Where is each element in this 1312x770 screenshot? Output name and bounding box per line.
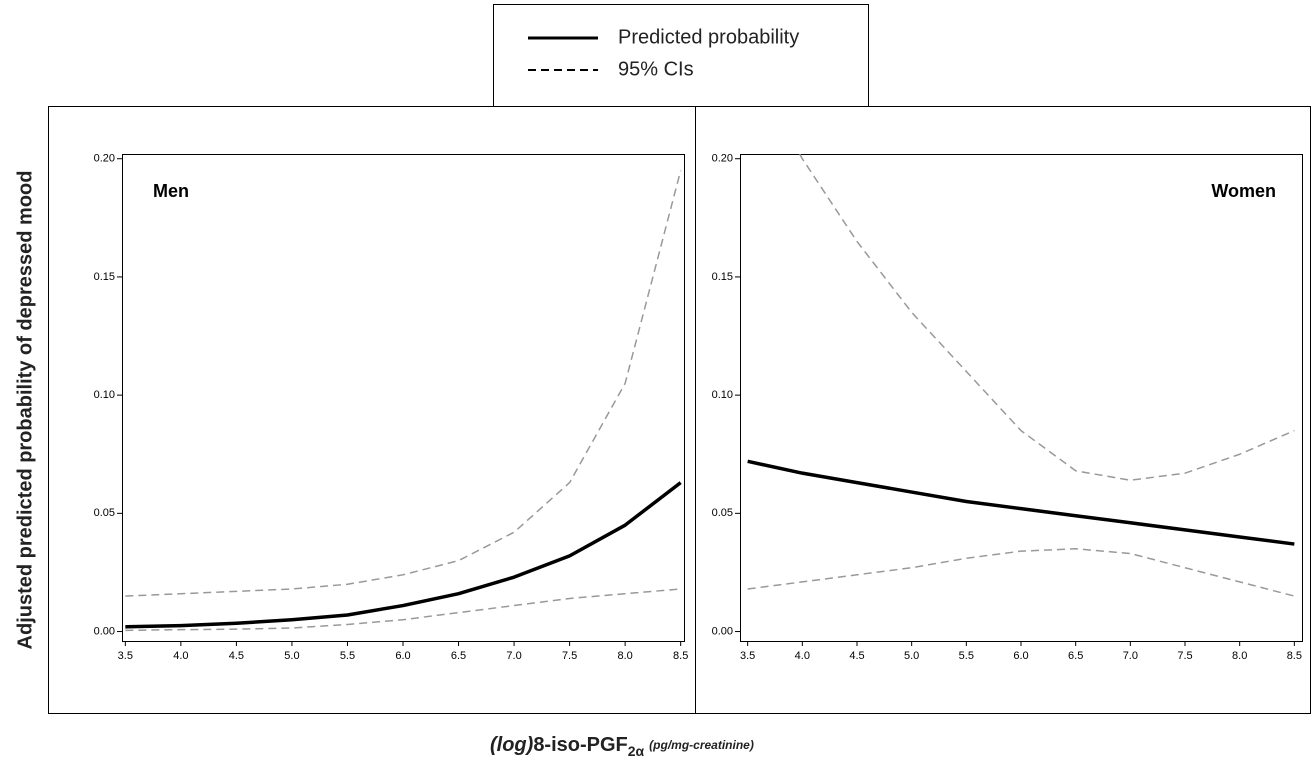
series-line	[798, 154, 1295, 481]
series-line	[747, 548, 1295, 597]
legend-label: Predicted probability	[618, 26, 799, 48]
x-tick-label: 7.5	[1177, 650, 1192, 662]
x-tick-label: 5.5	[959, 650, 974, 662]
x-tick-label: 3.5	[740, 650, 755, 662]
x-tick-label: 3.5	[118, 650, 133, 662]
legend-label: 95% CIs	[618, 58, 694, 80]
x-tick-label: 4.5	[849, 650, 864, 662]
x-tick-label: 5.5	[340, 650, 355, 662]
x-axis-label: (log)8-iso-PGF2α (pg/mg-creatinine)	[490, 734, 754, 758]
x-label-main: 8-iso-PGF	[533, 734, 627, 756]
x-tick-label: 4.0	[173, 650, 188, 662]
y-tick-label: 0.20	[712, 153, 733, 165]
x-tick-label: 6.5	[451, 650, 466, 662]
y-axis-label: Adjusted predicted probability of depres…	[14, 171, 36, 650]
y-tick-label: 0.00	[712, 625, 733, 637]
outer-frame	[48, 106, 1311, 714]
panel-label: Women	[1211, 181, 1276, 201]
y-tick-label: 0.05	[712, 507, 733, 519]
x-tick-label: 8.5	[673, 650, 688, 662]
y-tick-label: 0.05	[94, 507, 115, 519]
x-label-unit: (pg/mg-creatinine)	[649, 738, 754, 752]
x-tick-label: 7.0	[506, 650, 521, 662]
x-tick-label: 4.5	[229, 650, 244, 662]
y-tick-label: 0.00	[94, 625, 115, 637]
series-line	[125, 588, 681, 632]
x-tick-label: 6.5	[1068, 650, 1083, 662]
panel-label: Men	[153, 181, 189, 201]
legend-box	[493, 4, 869, 107]
y-tick-label: 0.10	[94, 389, 115, 401]
series-line	[125, 170, 682, 597]
y-tick-label: 0.15	[712, 271, 733, 283]
x-label-subscript: 2α	[628, 743, 645, 759]
x-tick-label: 5.0	[284, 650, 299, 662]
x-tick-label: 4.0	[795, 650, 810, 662]
x-tick-label: 6.0	[1013, 650, 1028, 662]
plot-frame	[740, 154, 1303, 642]
series-line	[747, 459, 1295, 546]
plot-frame	[122, 154, 685, 642]
x-tick-label: 8.5	[1287, 650, 1302, 662]
x-tick-label: 5.0	[904, 650, 919, 662]
y-tick-label: 0.10	[712, 389, 733, 401]
series-line	[125, 481, 682, 629]
x-tick-label: 8.0	[1232, 650, 1247, 662]
y-tick-label: 0.20	[94, 153, 115, 165]
x-tick-label: 7.5	[562, 650, 577, 662]
x-tick-label: 8.0	[617, 650, 632, 662]
x-tick-label: 6.0	[395, 650, 410, 662]
x-label-prefix: (log)	[490, 734, 534, 756]
x-tick-label: 7.0	[1123, 650, 1138, 662]
y-tick-label: 0.15	[94, 271, 115, 283]
